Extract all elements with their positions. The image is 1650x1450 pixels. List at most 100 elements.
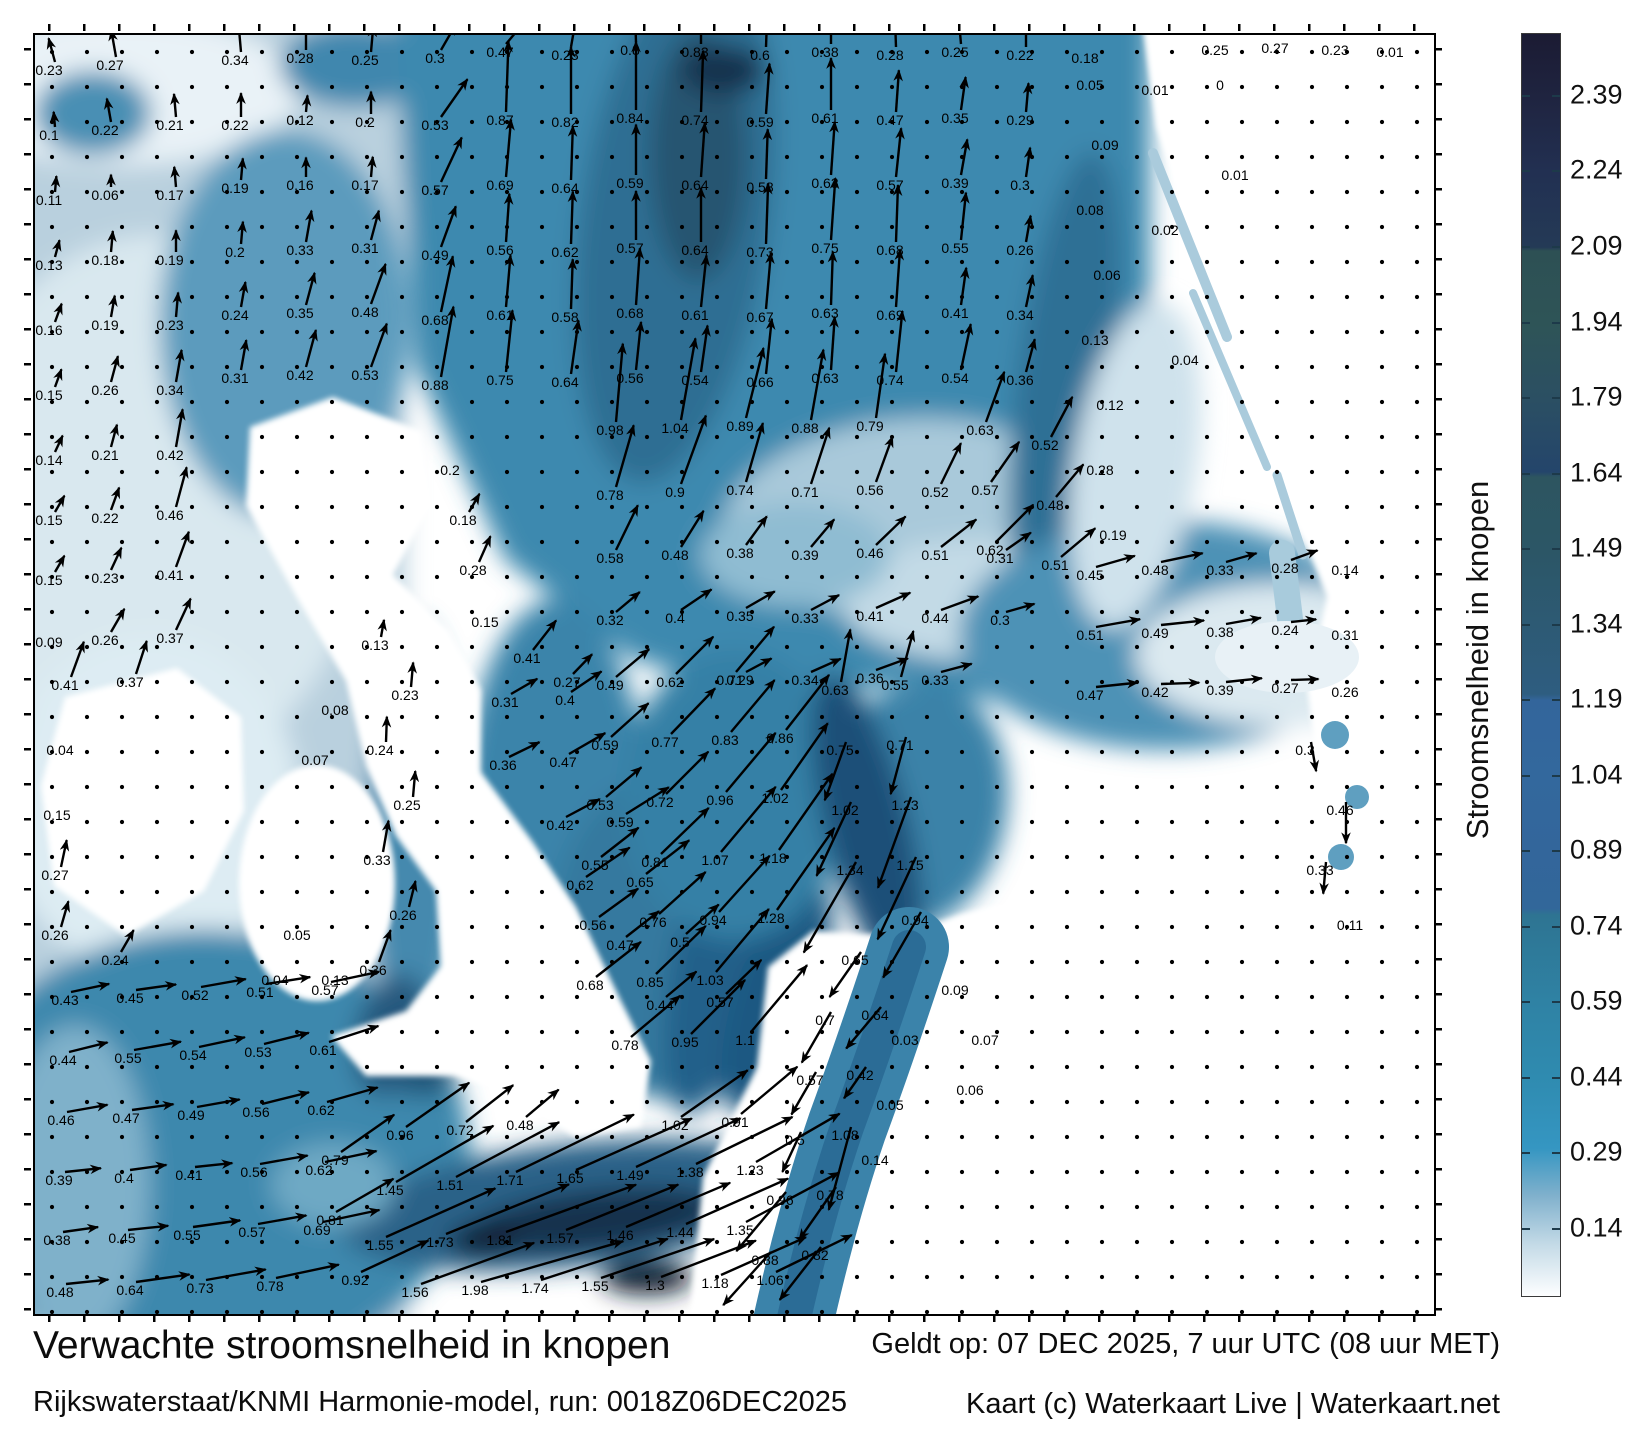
current-speed-label: 0.69 [876, 307, 903, 323]
current-speed-label: 0.11 [36, 192, 62, 208]
current-arrow [174, 530, 190, 568]
colorbar-tick-mark [1552, 850, 1560, 853]
current-speed-label: 0.63 [811, 370, 838, 386]
current-speed-label: 1.65 [556, 1170, 583, 1186]
current-speed-label: 0.48 [351, 304, 378, 320]
current-speed-label: 0.3 [1295, 742, 1315, 758]
current-speed-label: 0.39 [45, 1172, 72, 1188]
current-arrow [194, 1159, 234, 1169]
current-speed-label: 0.65 [626, 874, 653, 890]
current-arrow [1095, 678, 1139, 689]
current-speed-label: 0.22 [1006, 47, 1033, 63]
current-speed-label: 0.46 [1326, 802, 1353, 818]
current-arrow [762, 182, 773, 245]
current-speed-label: 1.38 [676, 1164, 703, 1180]
current-arrow [939, 442, 962, 485]
current-arrow [893, 69, 903, 113]
current-speed-label: 0.23 [1321, 42, 1348, 58]
current-arrow [990, 440, 1021, 483]
current-arrow [575, 1117, 693, 1172]
map-edge-ticks-right [1435, 33, 1442, 1312]
colorbar-tick-mark [1522, 94, 1530, 97]
colorbar [1521, 33, 1561, 1297]
current-arrow [109, 423, 119, 448]
current-arrow [778, 1246, 822, 1301]
current-arrow [894, 309, 907, 373]
current-arrow [330, 969, 381, 984]
colorbar-tick-label: 0.59 [1570, 985, 1623, 1016]
current-speed-label: 0.57 [971, 482, 998, 498]
current-arrow [465, 1084, 515, 1123]
current-arrow [480, 1239, 625, 1284]
current-arrow [598, 887, 640, 918]
current-vectors: 0.23 0.27 0.1 0.22 0.21 0.11 0.06 0.17 0.13 0.18 0… [35, 35, 1404, 1306]
current-speed-label: 0.59 [606, 814, 633, 830]
current-speed-label: 0.74 [726, 482, 753, 498]
current-arrow [600, 1237, 716, 1280]
current-speed-label: 0.68 [421, 312, 448, 328]
colorbar-tick-label: 0.44 [1570, 1061, 1623, 1092]
current-arrow [645, 839, 691, 875]
current-speed-label: 1.3 [645, 1277, 665, 1293]
current-arrow [567, 258, 578, 310]
current-speed-label: 0.55 [881, 677, 908, 693]
current-speed-label: 0.06 [956, 1082, 983, 1098]
current-speed-label: 0.94 [901, 912, 928, 928]
current-speed-label: 0.85 [636, 974, 663, 990]
current-speed-label: 0.26 [389, 907, 416, 923]
current-speed-label: 0.13 [321, 972, 348, 988]
current-speed-label: 0.35 [726, 608, 753, 624]
current-arrow [725, 732, 777, 793]
current-arrow [735, 625, 775, 673]
current-speed-label: 0.28 [876, 47, 903, 63]
current-speed-label: 0.15 [471, 614, 498, 630]
current-arrow [679, 414, 708, 485]
current-arrow [439, 305, 457, 378]
current-arrow [790, 1071, 818, 1116]
current-speed-label: 0.92 [341, 1272, 368, 1288]
current-arrow [565, 797, 601, 819]
current-arrow [304, 209, 315, 243]
current-speed-label: 0.07 [971, 1032, 998, 1048]
current-arrow [50, 174, 61, 193]
current-arrow [720, 1236, 808, 1277]
current-speed-label: 0.13 [35, 257, 62, 273]
current-arrow [695, 1115, 794, 1166]
current-speed-label: 0.12 [286, 112, 313, 128]
current-speed-label: 0.54 [179, 1047, 206, 1063]
colorbar-tick-mark [1552, 472, 1560, 475]
current-speed-label: 0.39 [791, 547, 818, 563]
current-arrow [275, 1262, 340, 1280]
current-speed-label: 1.35 [726, 1222, 753, 1238]
current-speed-label: 0.42 [286, 367, 313, 383]
current-arrow [53, 554, 66, 573]
current-arrow [1024, 214, 1034, 243]
current-speed-label: 0.34 [1006, 307, 1033, 323]
current-arrow [385, 1187, 497, 1239]
current-arrow [135, 981, 178, 992]
current-arrow [174, 597, 192, 631]
current-speed-label: 0.47 [606, 937, 633, 953]
current-speed-label: 0.64 [681, 177, 708, 193]
current-arrow [715, 908, 770, 973]
current-arrow [360, 1239, 430, 1274]
current-speed-label: 0.23 [156, 317, 183, 333]
current-arrow [540, 1237, 669, 1282]
current-speed-label: 0.57 [796, 1072, 823, 1088]
current-speed-label: 0.01 [1141, 82, 1168, 98]
current-arrow [630, 994, 682, 1038]
current-speed-label: 0.83 [681, 44, 708, 60]
current-arrow [109, 355, 120, 383]
current-speed-label: 0 [1216, 77, 1224, 93]
current-arrow [984, 370, 1006, 423]
current-speed-label: 0.63 [821, 682, 848, 698]
current-arrow [503, 40, 513, 113]
current-arrow [109, 546, 123, 571]
current-arrow [699, 254, 711, 308]
colorbar-tick-mark [1552, 623, 1560, 626]
current-speed-label: 0.26 [91, 632, 118, 648]
current-speed-label: 0.04 [46, 742, 73, 758]
current-speed-label: 0.24 [221, 307, 248, 323]
current-arrow [238, 280, 249, 308]
